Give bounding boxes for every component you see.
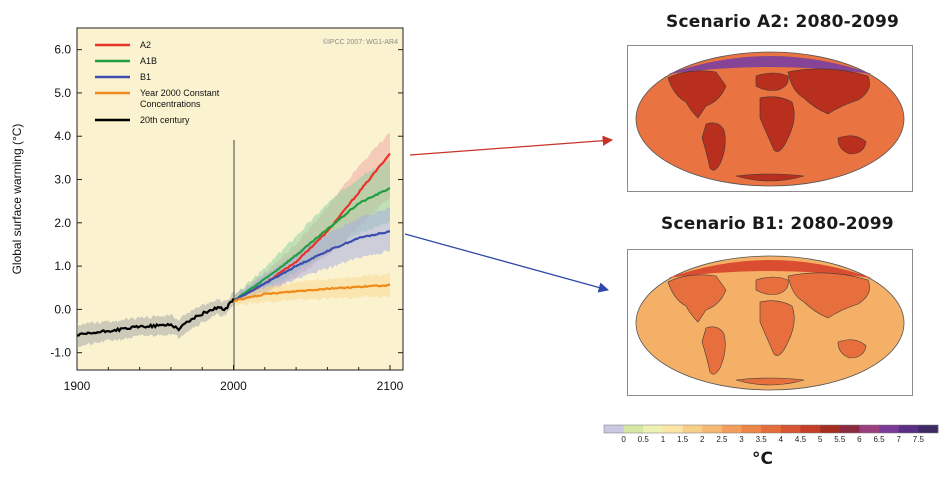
y-axis: 6.0 5.0 4.0 3.0 2.0 1.0 0.0 -1.0 [50, 43, 403, 360]
map-continent-2 [755, 72, 789, 91]
color-scale-label-4: 2 [700, 435, 705, 444]
map-arctic [668, 56, 872, 74]
color-scale-label-13: 6.5 [873, 435, 885, 444]
x-tick-label-0: 1900 [64, 379, 91, 393]
color-scale-swatch-5 [702, 425, 723, 433]
color-scale-label-6: 3 [739, 435, 744, 444]
map-b1-svg [635, 255, 905, 391]
series-lines [77, 152, 391, 337]
map-continent-4 [787, 68, 870, 115]
map-continent-6 [735, 173, 805, 182]
map-a2 [627, 45, 913, 192]
map-continent-1 [701, 122, 726, 171]
color-scale-label-11: 5.5 [834, 435, 846, 444]
series-line-20th-century [77, 298, 235, 337]
color-scale-label-7: 3.5 [756, 435, 768, 444]
map-continent-2 [755, 276, 789, 295]
color-scale-label-12: 6 [857, 435, 862, 444]
map-a2-svg [635, 51, 905, 187]
color-scale-border [603, 424, 939, 434]
map-continent-0 [667, 70, 727, 119]
legend-label-a2: A2 [140, 40, 151, 50]
color-scale-label-1: 0.5 [638, 435, 650, 444]
color-scale-label-10: 5 [818, 435, 823, 444]
color-scale-swatch-15 [898, 425, 919, 433]
legend-label-year-2000-constant-concentrations: Year 2000 Constant Concentrations [140, 88, 220, 109]
y-tick-label-3: 3.0 [54, 173, 71, 187]
color-scale-swatch-0 [604, 425, 624, 433]
color-scale-swatch-11 [820, 425, 841, 433]
color-scale-swatch-8 [761, 425, 782, 433]
color-scale-swatch-1 [623, 425, 644, 433]
y-tick-label-4: 2.0 [54, 216, 71, 230]
map-arctic [668, 260, 872, 278]
map-continent-3 [759, 300, 795, 356]
color-scale-swatch-9 [780, 425, 801, 433]
band-20th-century [77, 292, 234, 348]
x-axis: 1900 2000 2100 [64, 365, 404, 393]
map-continent-0 [667, 274, 727, 323]
map-continent-1 [701, 326, 726, 375]
y-tick-label-7: -1.0 [50, 346, 71, 360]
map-continent-6 [735, 377, 805, 386]
color-scale-swatch-7 [741, 425, 762, 433]
color-scale-swatch-4 [682, 425, 703, 433]
map-title-a2: Scenario A2: 2080-2099 [666, 12, 900, 32]
color-scale-label-0: 0 [621, 435, 626, 444]
credit-text: ©IPCC 2007: WG1-AR4 [323, 38, 398, 46]
arrow-b1-to-map [404, 233, 610, 293]
legend-label-b1: B1 [140, 72, 151, 82]
color-scale-swatch-6 [721, 425, 742, 433]
legend-label-a1b: A1B [140, 56, 157, 66]
legend: A2 A1B B1 Year 2000 Constant Concentrations 2… [95, 40, 220, 125]
series-line-b1 [232, 230, 391, 302]
map-b1 [627, 249, 913, 396]
y-tick-label-0: 6.0 [54, 43, 71, 57]
color-scale-swatch-10 [800, 425, 821, 433]
series-line-a1b [232, 187, 391, 302]
color-scale-label-9: 4.5 [795, 435, 807, 444]
map-continent-5 [837, 339, 867, 359]
color-scale-swatch-14 [879, 425, 900, 433]
color-scale-label-3: 1.5 [677, 435, 689, 444]
color-scale-unit: °C [752, 449, 773, 469]
y-axis-label: Global surface warming (°C) [10, 124, 24, 275]
band-a1b [233, 160, 390, 302]
y-tick-label-5: 1.0 [54, 259, 71, 273]
uncertainty-bands [77, 131, 390, 348]
color-scale-swatch-3 [662, 425, 683, 433]
color-scale-swatch-2 [643, 425, 664, 433]
map-continent-5 [837, 135, 867, 155]
color-scale-label-2: 1 [661, 435, 666, 444]
y-tick-label-1: 5.0 [54, 86, 71, 100]
color-scale-label-5: 2.5 [716, 435, 728, 444]
color-scale-swatch-13 [859, 425, 880, 433]
color-scale-swatch-16 [918, 425, 939, 433]
color-scale-swatch-12 [839, 425, 860, 433]
x-tick-label-1: 2000 [220, 379, 247, 393]
color-scale-label-8: 4 [779, 435, 784, 444]
color-scale-label-14: 7 [896, 435, 901, 444]
y-tick-label-2: 4.0 [54, 129, 71, 143]
map-title-b1: Scenario B1: 2080-2099 [661, 214, 894, 234]
legend-label-20th-century: 20th century [140, 115, 190, 125]
color-scale-label-15: 7.5 [913, 435, 925, 444]
map-continent-4 [787, 272, 870, 319]
y-tick-label-6: 0.0 [54, 302, 71, 316]
color-scale: 0 0.5 1 1.5 2 2.5 3 3.5 4 4.5 5 5.5 6 6.5 7 7.5 [603, 424, 939, 444]
arrow-a2-to-map [409, 135, 614, 156]
x-tick-label-2: 2100 [377, 379, 404, 393]
series-line-year-2000-constant-concentrations [233, 283, 391, 302]
map-continent-3 [759, 96, 795, 152]
